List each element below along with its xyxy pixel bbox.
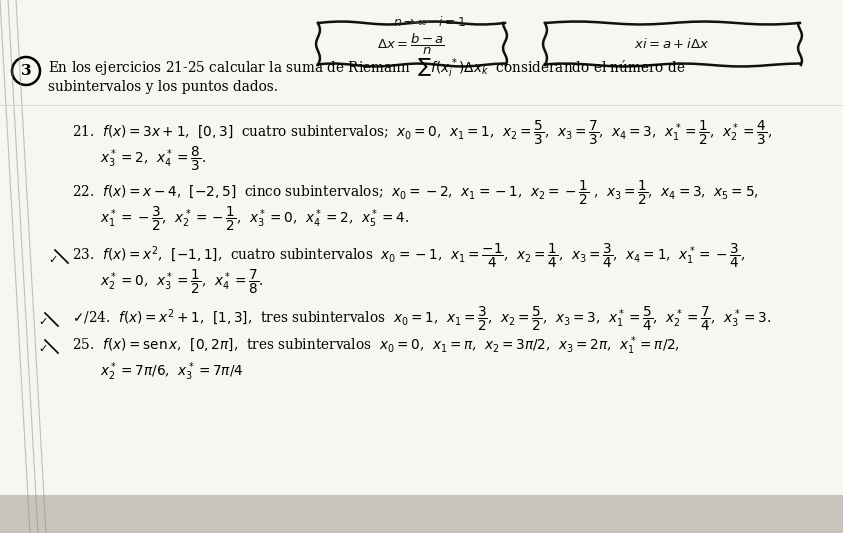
Text: $n \to \infty \quad i=1$: $n \to \infty \quad i=1$ — [394, 15, 467, 29]
Text: 22.  $f(x)=x-4$,  $[-2,5]$  cinco subintervalos;  $x_0=-2$,  $x_1=-1$,  $x_2=-\d: 22. $f(x)=x-4$, $[-2,5]$ cinco subinterv… — [72, 179, 759, 207]
Text: subintervalos y los puntos dados.: subintervalos y los puntos dados. — [48, 80, 278, 94]
Text: En los ejercicios 21-25 calcular la suma de Riemann  $\sum f(x_i^*)\Delta x_k$  : En los ejercicios 21-25 calcular la suma… — [48, 56, 685, 78]
Text: $\checkmark$: $\checkmark$ — [38, 316, 47, 326]
Text: $\checkmark$/24.  $f(x)=x^2+1$,  $[1,3]$,  tres subintervalos  $x_0=1$,  $x_1=\d: $\checkmark$/24. $f(x)=x^2+1$, $[1,3]$, … — [72, 305, 771, 333]
Text: $\checkmark$: $\checkmark$ — [48, 254, 57, 264]
Bar — [0, 495, 843, 533]
Text: $x_3^*=2$,  $x_4^*=\dfrac{8}{3}$.: $x_3^*=2$, $x_4^*=\dfrac{8}{3}$. — [100, 145, 206, 173]
Text: $\checkmark$: $\checkmark$ — [38, 343, 47, 353]
Text: $xi = a+i\Delta x$: $xi = a+i\Delta x$ — [635, 37, 710, 51]
Text: $x_2^*=0$,  $x_3^*=\dfrac{1}{2}$,  $x_4^*=\dfrac{7}{8}$.: $x_2^*=0$, $x_3^*=\dfrac{1}{2}$, $x_4^*=… — [100, 268, 264, 296]
Text: 25.  $f(x)=\mathrm{sen}\, x$,  $[0,2\pi]$,  tres subintervalos  $x_0=0$,  $x_1=\: 25. $f(x)=\mathrm{sen}\, x$, $[0,2\pi]$,… — [72, 335, 679, 357]
Text: 23.  $f(x)=x^2$,  $[-1,1]$,  cuatro subintervalos  $x_0=-1$,  $x_1=\dfrac{-1}{4}: 23. $f(x)=x^2$, $[-1,1]$, cuatro subinte… — [72, 242, 745, 270]
Text: $x_1^*=-\dfrac{3}{2}$,  $x_2^*=-\dfrac{1}{2}$,  $x_3^*=0$,  $x_4^*=2$,  $x_5^*=4: $x_1^*=-\dfrac{3}{2}$, $x_2^*=-\dfrac{1}… — [100, 205, 409, 233]
Text: $\Delta x=\dfrac{b-a}{n}$: $\Delta x=\dfrac{b-a}{n}$ — [377, 31, 445, 56]
Text: 21.  $f(x)=3x+1$,  $[0,3]$  cuatro subintervalos;  $x_0=0$,  $x_1=1$,  $x_2=\dfr: 21. $f(x)=3x+1$, $[0,3]$ cuatro subinter… — [72, 119, 772, 147]
Text: $x_2^*=7\pi/6$,  $x_3^*=7\pi/4$: $x_2^*=7\pi/6$, $x_3^*=7\pi/4$ — [100, 361, 244, 383]
Text: 3: 3 — [21, 64, 31, 78]
